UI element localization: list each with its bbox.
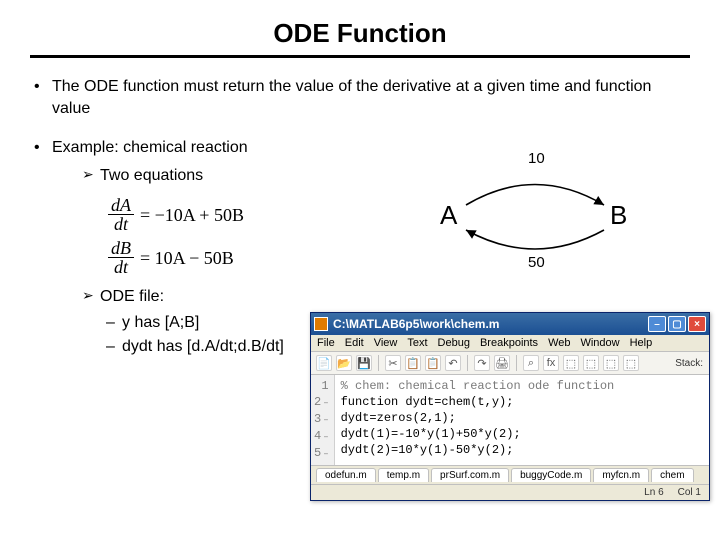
toolbar-icon-5[interactable]: 📋: [425, 355, 441, 371]
bullet-example-text: Example: chemical reaction: [52, 139, 248, 156]
toolbar-icon-7[interactable]: ↷: [474, 355, 490, 371]
gutter-line: 5–: [314, 445, 329, 462]
sub-odefile: ODE file:: [82, 286, 686, 308]
reaction-diagram: 10 A B 50: [420, 150, 650, 280]
toolbar-icon-2[interactable]: 💾: [356, 355, 372, 371]
title-block: ODE Function: [0, 0, 720, 58]
code-line[interactable]: dydt(1)=-10*y(1)+50*y(2);: [341, 426, 615, 442]
menu-view[interactable]: View: [374, 337, 398, 349]
matlab-menu-bar[interactable]: File Edit View Text Debug Breakpoints Web Windo…: [311, 335, 709, 352]
editor-tab[interactable]: myfcn.m: [593, 468, 649, 482]
toolbar-icon-3[interactable]: ✂: [385, 355, 401, 371]
eq1-num: dA: [108, 196, 134, 214]
toolbar-separator: [467, 355, 468, 371]
menu-breakpoints[interactable]: Breakpoints: [480, 337, 538, 349]
toolbar-icon-6[interactable]: ↶: [445, 355, 461, 371]
maximize-button[interactable]: ▢: [668, 316, 686, 332]
eq2-rhs: = 10A − 50B: [140, 246, 234, 270]
matlab-toolbar[interactable]: 📄📂💾✂📋📋↶↷🖨⌕fx⬚⬚⬚⬚Stack:: [311, 352, 709, 375]
menu-file[interactable]: File: [317, 337, 335, 349]
eq1-den: dt: [111, 215, 131, 233]
eq2-num: dB: [108, 239, 134, 257]
gutter-line: 4–: [314, 428, 329, 445]
toolbar-icon-10[interactable]: fx: [543, 355, 559, 371]
toolbar-icon-0[interactable]: 📄: [316, 355, 332, 371]
matlab-status-bar: Ln 6 Col 1: [311, 484, 709, 500]
toolbar-separator: [516, 355, 517, 371]
menu-debug[interactable]: Debug: [438, 337, 470, 349]
matlab-title-text: C:\MATLAB6p5\work\chem.m: [333, 317, 648, 331]
menu-text[interactable]: Text: [407, 337, 427, 349]
toolbar-icon-4[interactable]: 📋: [405, 355, 421, 371]
reaction-arrows: [420, 150, 650, 280]
line-gutter: 12–3–4–5–: [311, 375, 335, 465]
code-line[interactable]: % chem: chemical reaction ode function: [341, 378, 615, 394]
minimize-button[interactable]: –: [648, 316, 666, 332]
eq2-frac: dB dt: [108, 239, 134, 276]
gutter-line: 2–: [314, 394, 329, 411]
toolbar-separator: [378, 355, 379, 371]
code-area[interactable]: % chem: chemical reaction ode functionfu…: [335, 375, 621, 465]
matlab-editor-window: C:\MATLAB6p5\work\chem.m – ▢ × File Edit V…: [310, 312, 710, 501]
code-line[interactable]: dydt=zeros(2,1);: [341, 410, 615, 426]
stack-label: Stack:: [675, 358, 703, 369]
gutter-line: 1: [314, 378, 329, 394]
toolbar-icon-9[interactable]: ⌕: [523, 355, 539, 371]
menu-edit[interactable]: Edit: [345, 337, 364, 349]
matlab-editor[interactable]: 12–3–4–5– % chem: chemical reaction ode …: [311, 375, 709, 465]
editor-tab[interactable]: buggyCode.m: [511, 468, 591, 482]
eq1-rhs: = −10A + 50B: [140, 203, 244, 227]
status-col: Col 1: [678, 487, 701, 498]
editor-tab[interactable]: chem: [651, 468, 693, 482]
eq2-den: dt: [111, 258, 131, 276]
odefile-sublist: ODE file:: [82, 286, 686, 308]
menu-web[interactable]: Web: [548, 337, 570, 349]
toolbar-icon-13[interactable]: ⬚: [603, 355, 619, 371]
editor-tab[interactable]: prSurf.com.m: [431, 468, 509, 482]
gutter-line: 3–: [314, 411, 329, 428]
menu-window[interactable]: Window: [580, 337, 619, 349]
matlab-title-bar[interactable]: C:\MATLAB6p5\work\chem.m – ▢ ×: [311, 313, 709, 335]
toolbar-icon-12[interactable]: ⬚: [583, 355, 599, 371]
eq1-frac: dA dt: [108, 196, 134, 233]
status-ln: Ln 6: [644, 487, 663, 498]
editor-tab[interactable]: temp.m: [378, 468, 429, 482]
toolbar-icon-1[interactable]: 📂: [336, 355, 352, 371]
matlab-tabs[interactable]: odefun.mtemp.mprSurf.com.mbuggyCode.mmyf…: [311, 465, 709, 484]
matlab-icon: [314, 317, 328, 331]
page-title: ODE Function: [0, 18, 720, 49]
toolbar-icon-14[interactable]: ⬚: [623, 355, 639, 371]
menu-help[interactable]: Help: [630, 337, 653, 349]
code-line[interactable]: dydt(2)=10*y(1)-50*y(2);: [341, 442, 615, 458]
toolbar-icon-11[interactable]: ⬚: [563, 355, 579, 371]
code-line[interactable]: function dydt=chem(t,y);: [341, 394, 615, 410]
close-button[interactable]: ×: [688, 316, 706, 332]
bullet-intro: The ODE function must return the value o…: [34, 76, 686, 119]
toolbar-icon-8[interactable]: 🖨: [494, 355, 510, 371]
window-buttons: – ▢ ×: [648, 316, 706, 332]
editor-tab[interactable]: odefun.m: [316, 468, 376, 482]
